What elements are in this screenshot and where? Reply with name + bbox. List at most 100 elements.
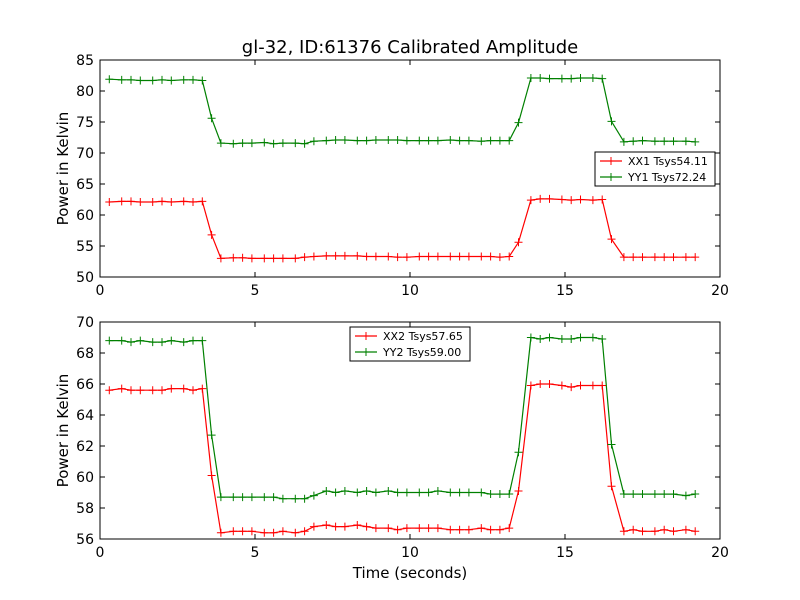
data-point [619, 490, 628, 499]
data-point [576, 73, 585, 82]
legend: XX2 Tsys57.65 YY2 Tsys59.00 [349, 326, 471, 362]
data-point [269, 493, 278, 502]
data-point [433, 252, 442, 261]
y-tick-label: 85 [76, 53, 94, 69]
data-point [567, 196, 576, 205]
data-point [526, 73, 535, 82]
data-point [207, 431, 216, 440]
data-point [660, 525, 669, 534]
data-point [455, 525, 464, 534]
data-point [526, 196, 535, 205]
legend-box [594, 151, 716, 187]
data-point [576, 333, 585, 342]
data-point [189, 75, 197, 84]
data-point [247, 254, 256, 263]
x-tick-label: 5 [251, 283, 260, 299]
data-point [681, 525, 690, 534]
x-tick-label: 10 [401, 545, 419, 561]
data-point [629, 525, 638, 534]
data-point [269, 254, 278, 263]
x-tick-label: 20 [711, 545, 729, 561]
data-point [660, 490, 669, 499]
y-axis-label: Power in Kelvin [54, 374, 72, 488]
data-point [105, 75, 114, 84]
x-axis-label: Time (seconds) [352, 564, 468, 582]
legend-marker [362, 348, 370, 356]
data-point [216, 528, 225, 537]
data-point [455, 252, 464, 261]
data-point [105, 386, 114, 395]
data-point [117, 336, 126, 345]
data-point [415, 524, 424, 533]
data-point [446, 252, 455, 261]
data-point [247, 493, 256, 502]
data-point [238, 139, 247, 148]
data-point [505, 524, 514, 533]
data-point [322, 486, 331, 495]
data-point [300, 253, 309, 262]
data-point [514, 486, 523, 495]
data-point [362, 486, 371, 495]
data-point [331, 135, 340, 144]
data-point [598, 195, 607, 204]
data-point [415, 136, 424, 145]
data-point [278, 494, 287, 503]
data-point [247, 527, 256, 536]
data-point [557, 74, 566, 83]
data-point [353, 136, 362, 145]
data-point [464, 136, 473, 145]
data-point [353, 251, 362, 260]
data-point [198, 76, 207, 85]
legend-marker [362, 332, 370, 340]
data-point [309, 252, 318, 261]
data-point [681, 491, 690, 500]
data-point [505, 136, 514, 145]
data-point [669, 137, 678, 146]
data-point [136, 197, 145, 206]
data-point [629, 253, 638, 262]
data-point [607, 482, 616, 491]
data-point [207, 230, 216, 239]
data-point [681, 253, 690, 262]
data-point [127, 75, 135, 84]
data-point [402, 488, 411, 497]
series-line-xx1 [109, 198, 696, 260]
data-point [331, 488, 340, 497]
data-point [158, 197, 166, 206]
data-point [638, 490, 647, 499]
data-point [557, 381, 566, 390]
data-point [650, 527, 659, 536]
data-point [148, 76, 157, 85]
data-point [340, 135, 349, 144]
data-point [424, 524, 433, 533]
data-point [576, 195, 585, 204]
data-point [340, 486, 349, 495]
data-point [136, 336, 145, 345]
data-point [309, 137, 318, 146]
data-point [567, 335, 576, 344]
data-point [238, 493, 247, 502]
data-point [260, 493, 269, 502]
y-tick-label: 62 [76, 439, 94, 455]
data-point [505, 252, 514, 261]
legend-label: YY2 Tsys59.00 [382, 346, 461, 359]
data-point [477, 137, 486, 146]
data-point [198, 384, 207, 393]
data-point [229, 527, 238, 536]
data-point [384, 524, 393, 533]
y-tick-label: 56 [76, 532, 94, 548]
data-point [322, 251, 331, 260]
data-point [371, 524, 380, 533]
data-point [598, 335, 607, 344]
data-point [567, 74, 576, 83]
top-subplot: 0 5 10 15 20 50 55 60 65 70 75 80 85 Power in Kelvin X… [54, 53, 729, 299]
data-point [619, 137, 628, 146]
series-line-yy1 [109, 77, 696, 145]
data-point [486, 525, 495, 534]
data-point [238, 527, 247, 536]
x-tick-label: 10 [401, 283, 419, 299]
data-point [415, 252, 424, 261]
data-point [393, 525, 402, 534]
data-point [269, 139, 278, 148]
y-tick-label: 55 [76, 239, 94, 255]
